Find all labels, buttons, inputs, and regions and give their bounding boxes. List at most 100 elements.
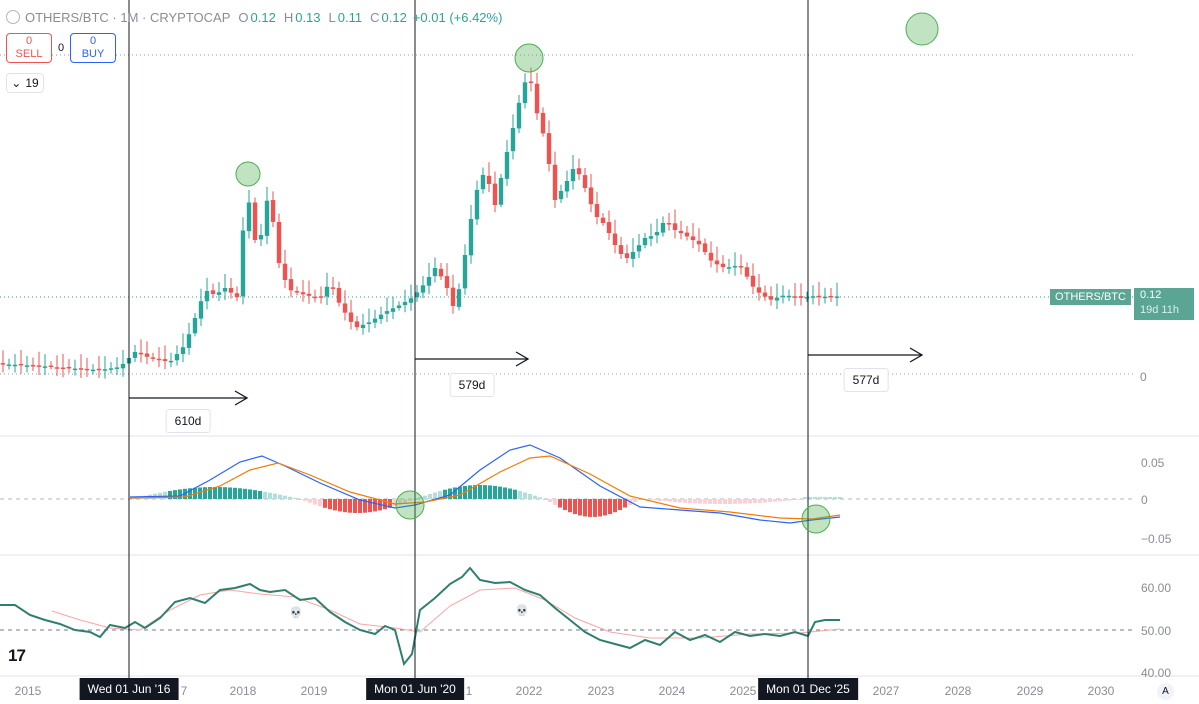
macd-histogram-bar xyxy=(418,497,422,499)
macd-histogram-bar xyxy=(528,494,532,499)
highlight-circle xyxy=(395,490,425,520)
candle-body xyxy=(204,291,210,302)
symbol-header: OTHERS/BTC · 1M · CRYPTOCAP O 0.12 H 0.13 … xyxy=(6,8,502,26)
candle-body xyxy=(270,200,276,222)
macd-histogram-bar xyxy=(248,489,252,499)
macd-histogram-bar xyxy=(743,499,747,504)
candle-body xyxy=(330,287,336,289)
macd-histogram-bar xyxy=(688,499,692,504)
candle-body xyxy=(594,204,600,217)
macd-histogram-bar xyxy=(683,499,687,503)
time-axis-label: 2024 xyxy=(658,684,686,698)
macd-histogram-bar xyxy=(313,499,317,505)
candle-body xyxy=(234,293,240,298)
candlestick-series xyxy=(0,67,840,379)
auto-scale-button[interactable]: A xyxy=(1157,683,1174,700)
candle-body xyxy=(828,295,834,298)
macd-histogram-bar xyxy=(508,488,512,499)
macd-histogram-bar xyxy=(293,497,297,499)
candle-body xyxy=(402,301,408,306)
candle-body xyxy=(426,277,432,286)
macd-histogram-bar xyxy=(823,497,827,499)
macd-histogram-bar xyxy=(733,499,737,504)
symbol-icon xyxy=(6,10,20,24)
candle-body xyxy=(348,312,354,322)
rsi-pane xyxy=(0,566,841,667)
candle-body xyxy=(360,324,366,329)
candle-body xyxy=(642,238,648,246)
candle-body xyxy=(216,292,222,295)
last-price: 0.12 xyxy=(1140,289,1162,301)
symbol-title[interactable]: OTHERS/BTC · 1M · CRYPTOCAP xyxy=(25,9,231,25)
duration-label[interactable]: 610d xyxy=(165,409,211,433)
candle-body xyxy=(144,353,150,357)
candle-body xyxy=(672,223,678,230)
sell-button[interactable]: 0 SELL xyxy=(6,33,52,63)
candle-body xyxy=(336,288,342,303)
arrow-head xyxy=(909,347,924,363)
macd-histogram-bar xyxy=(563,499,567,511)
candle-body xyxy=(420,285,426,293)
duration-label[interactable]: 577d xyxy=(843,368,889,392)
candle-body xyxy=(306,293,312,296)
macd-histogram-bar xyxy=(473,485,477,499)
candle-body xyxy=(690,236,696,241)
macd-histogram-bar xyxy=(603,499,607,516)
candle-body xyxy=(804,297,810,299)
candle-body xyxy=(450,287,456,306)
candle-body xyxy=(792,296,798,298)
macd-histogram-bar xyxy=(393,499,397,507)
highlight-circle xyxy=(235,161,261,187)
macd-histogram-bar xyxy=(773,499,777,502)
macd-histogram-bar xyxy=(788,499,792,501)
low-label: L xyxy=(328,9,336,25)
candle-body xyxy=(276,221,282,264)
candle-body xyxy=(798,296,804,298)
indicators-toggle-button[interactable]: ⌄ 19 xyxy=(6,73,44,93)
candle-body xyxy=(474,190,480,220)
candle-body xyxy=(396,305,402,309)
tradingview-logo[interactable]: 17 xyxy=(8,646,26,665)
macd-histogram-bar xyxy=(203,487,207,499)
macd-histogram-bar xyxy=(208,487,212,499)
candle-body xyxy=(150,357,156,359)
macd-histogram-bar xyxy=(553,499,557,505)
duration-label[interactable]: 579d xyxy=(449,373,495,397)
candle-body xyxy=(462,255,468,289)
candle-body xyxy=(456,289,462,307)
macd-histogram-bar xyxy=(428,494,432,499)
macd-histogram-bar xyxy=(753,499,757,504)
time-axis-label: 2028 xyxy=(944,684,972,698)
macd-histogram-bar xyxy=(448,488,452,499)
macd-histogram-bar xyxy=(388,499,392,508)
candle-body xyxy=(264,200,270,236)
candle-body xyxy=(678,230,684,234)
macd-histogram-bar xyxy=(263,491,267,499)
skull-icon: 💀 xyxy=(289,607,303,619)
macd-histogram-bar xyxy=(333,499,337,511)
macd-histogram-bar xyxy=(443,489,447,499)
sell-count: 0 xyxy=(25,35,33,47)
candle-body xyxy=(24,365,30,367)
close-label: C xyxy=(370,9,380,25)
candle-body xyxy=(834,296,840,298)
candle-body xyxy=(636,245,642,252)
macd-histogram-bar xyxy=(618,499,622,511)
rsi-axis-label: 60.00 xyxy=(1141,581,1172,595)
macd-histogram-bar xyxy=(503,487,507,499)
macd-histogram-bar xyxy=(613,499,617,513)
candle-body xyxy=(342,303,348,313)
macd-histogram-bar xyxy=(453,487,457,499)
macd-histogram-bar xyxy=(308,499,312,503)
macd-histogram-bar xyxy=(328,499,332,510)
macd-histogram-bar xyxy=(548,499,552,502)
candle-body xyxy=(504,152,510,179)
candle-body xyxy=(18,363,24,366)
buy-button[interactable]: 0 BUY xyxy=(70,33,116,63)
candle-body xyxy=(708,252,714,261)
candle-body xyxy=(198,301,204,319)
macd-histogram-bar xyxy=(748,499,752,504)
candle-body xyxy=(384,311,390,314)
candle-body xyxy=(72,368,78,371)
